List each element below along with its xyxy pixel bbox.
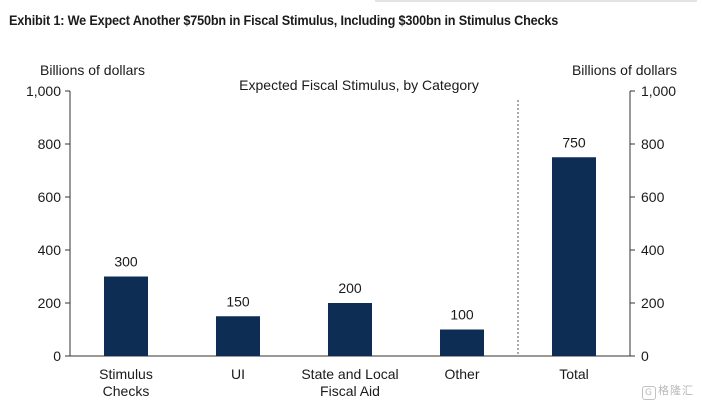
watermark: G 格隆汇 — [642, 382, 694, 400]
data-label: 750 — [562, 134, 586, 150]
bar — [328, 303, 372, 356]
bar — [216, 316, 260, 356]
x-tick-label: State and Local — [301, 366, 398, 382]
bar — [440, 329, 484, 356]
x-tick-label: Other — [444, 366, 479, 382]
x-tick-label: UI — [231, 366, 245, 382]
y-tick-label-right: 400 — [641, 242, 665, 258]
y-tick-label-left: 600 — [38, 189, 62, 205]
y-tick-label-left: 400 — [38, 242, 62, 258]
y-tick-label-right: 600 — [641, 189, 665, 205]
x-tick-label: Total — [559, 366, 589, 382]
bar — [104, 276, 148, 356]
y-tick-label-right: 200 — [641, 295, 665, 311]
y-tick-label-left: 200 — [38, 295, 62, 311]
data-label: 150 — [226, 293, 250, 309]
exhibit-title: Exhibit 1: We Expect Another $750bn in F… — [9, 13, 559, 28]
data-label: 300 — [114, 254, 138, 270]
y-axis-title-left: Billions of dollars — [40, 62, 145, 78]
y-tick-label-left: 800 — [38, 136, 62, 152]
chart-title: Expected Fiscal Stimulus, by Category — [239, 77, 479, 93]
bars — [104, 157, 596, 356]
y-tick-label-right: 1,000 — [641, 83, 676, 99]
data-label: 100 — [450, 307, 474, 323]
bar — [552, 157, 596, 356]
watermark-logo-icon: G — [642, 386, 656, 400]
y-tick-label-left: 0 — [53, 348, 61, 364]
x-tick-label: Fiscal Aid — [320, 383, 380, 399]
data-label: 200 — [338, 280, 362, 296]
x-tick-label: Stimulus — [99, 366, 153, 382]
y-tick-label-right: 800 — [641, 136, 665, 152]
x-tick-label: Checks — [103, 383, 150, 399]
y-tick-label-right: 0 — [641, 348, 649, 364]
labels: 0 0 200 200 400 400 600 600 800 800 1,000 1,000 Bill… — [26, 62, 677, 399]
y-axis-title-right: Billions of dollars — [572, 62, 677, 78]
y-tick-label-left: 1,000 — [26, 83, 61, 99]
watermark-text: 格隆汇 — [658, 384, 694, 397]
top-rule — [375, 0, 697, 2]
